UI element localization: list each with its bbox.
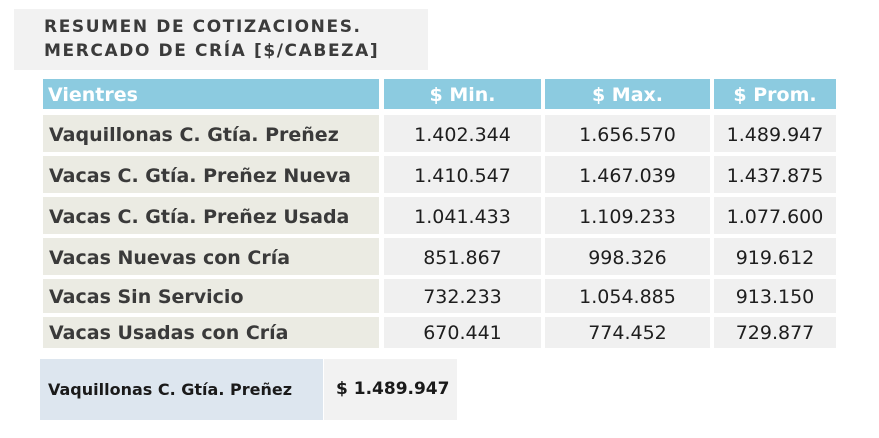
row-label: Vaquillonas C. Gtía. Preñez bbox=[43, 115, 379, 152]
row-max: 1.656.570 bbox=[545, 115, 710, 152]
row-min: 851.867 bbox=[384, 238, 541, 275]
row-prom: 919.612 bbox=[714, 238, 836, 275]
summary-label: Vaquillonas C. Gtía. Preñez bbox=[40, 359, 323, 420]
row-min: 732.233 bbox=[384, 279, 541, 313]
row-max: 1.109.233 bbox=[545, 197, 710, 234]
row-min: 1.402.344 bbox=[384, 115, 541, 152]
row-prom: 729.877 bbox=[714, 317, 836, 348]
row-label: Vacas Nuevas con Cría bbox=[43, 238, 379, 275]
header-vientres: Vientres bbox=[43, 79, 379, 109]
row-prom: 1.489.947 bbox=[714, 115, 836, 152]
row-min: 1.041.433 bbox=[384, 197, 541, 234]
summary-value: $ 1.489.947 bbox=[324, 359, 457, 420]
row-prom: 1.437.875 bbox=[714, 156, 836, 193]
row-label: Vacas Sin Servicio bbox=[43, 279, 379, 313]
row-label: Vacas C. Gtía. Preñez Usada bbox=[43, 197, 379, 234]
title-box: RESUMEN DE COTIZACIONES. MERCADO DE CRÍA… bbox=[14, 9, 428, 70]
page-title-line-2: MERCADO DE CRÍA [$/CABEZA] bbox=[44, 41, 380, 61]
row-max: 998.326 bbox=[545, 238, 710, 275]
row-label: Vacas Usadas con Cría bbox=[43, 317, 379, 348]
header-max: $ Max. bbox=[545, 79, 710, 109]
row-max: 1.467.039 bbox=[545, 156, 710, 193]
row-max: 774.452 bbox=[545, 317, 710, 348]
row-min: 670.441 bbox=[384, 317, 541, 348]
row-min: 1.410.547 bbox=[384, 156, 541, 193]
page-title-line-1: RESUMEN DE COTIZACIONES. bbox=[44, 17, 362, 37]
row-label: Vacas C. Gtía. Preñez Nueva bbox=[43, 156, 379, 193]
header-min: $ Min. bbox=[384, 79, 541, 109]
row-max: 1.054.885 bbox=[545, 279, 710, 313]
row-prom: 1.077.600 bbox=[714, 197, 836, 234]
row-prom: 913.150 bbox=[714, 279, 836, 313]
header-prom: $ Prom. bbox=[714, 79, 836, 109]
